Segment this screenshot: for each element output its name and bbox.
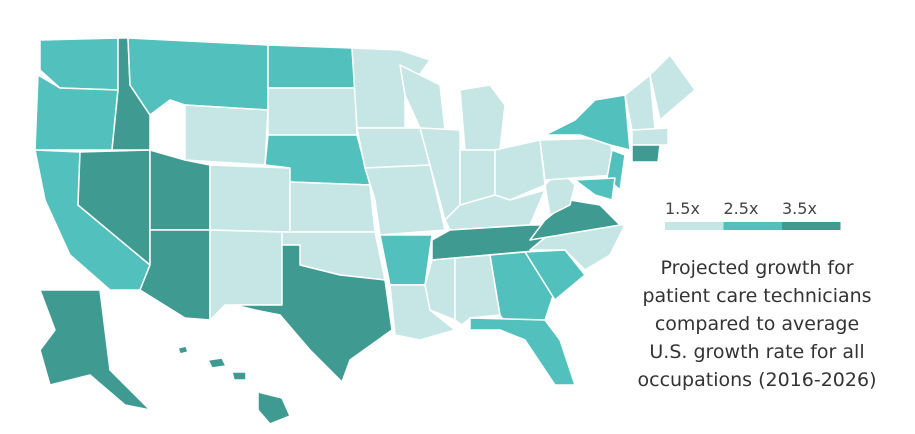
state	[139, 229, 211, 321]
legend-label: 1.5x	[665, 199, 700, 218]
state	[424, 257, 456, 321]
state	[356, 127, 431, 169]
state	[267, 44, 356, 89]
us-map	[34, 37, 696, 425]
legend-swatch	[782, 222, 841, 230]
caption: Projected growth for patient care technic…	[638, 257, 877, 391]
state	[574, 177, 616, 201]
state	[149, 149, 211, 231]
state	[631, 144, 661, 163]
state	[649, 54, 696, 121]
caption-line: compared to average	[655, 313, 859, 335]
legend-label: 2.5x	[724, 199, 759, 218]
state	[39, 37, 121, 91]
state	[184, 104, 269, 166]
caption-line: Projected growth for	[660, 257, 853, 279]
state	[209, 164, 291, 233]
state	[379, 234, 433, 286]
state	[127, 37, 269, 116]
caption-line: occupations (2016-2026)	[638, 369, 877, 391]
state	[289, 181, 376, 233]
state	[399, 64, 446, 131]
state	[539, 137, 616, 181]
legend-swatch	[665, 222, 724, 230]
state	[624, 74, 656, 131]
state	[231, 371, 247, 381]
state	[364, 164, 446, 236]
state	[234, 244, 393, 383]
state	[544, 94, 631, 151]
state	[257, 391, 291, 425]
state	[631, 127, 669, 146]
state	[494, 139, 546, 201]
state	[39, 289, 151, 411]
legend-swatch	[723, 222, 782, 230]
legend-label: 3.5x	[782, 199, 817, 218]
state	[267, 87, 358, 136]
state	[177, 345, 189, 355]
state	[459, 84, 506, 151]
state	[524, 249, 586, 301]
state	[207, 357, 227, 369]
caption-line: patient care technicians	[642, 285, 871, 307]
state	[469, 317, 576, 386]
legend: 1.5x 2.5x 3.5x	[665, 199, 841, 230]
caption-line: U.S. growth rate for all	[649, 341, 864, 363]
